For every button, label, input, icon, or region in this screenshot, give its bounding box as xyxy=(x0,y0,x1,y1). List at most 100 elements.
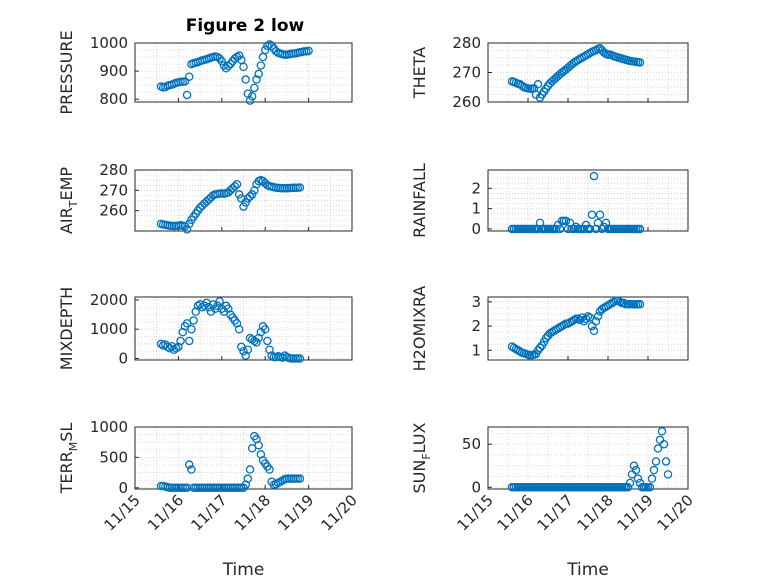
data-point xyxy=(569,224,579,234)
data-point xyxy=(535,343,545,353)
data-point xyxy=(631,465,641,475)
data-point xyxy=(260,45,270,55)
x-tick-label: 11/17 xyxy=(187,491,230,534)
y-axis-label: SUNFLUX xyxy=(410,422,433,493)
data-point xyxy=(263,336,272,346)
data-point xyxy=(239,62,248,72)
axes-box xyxy=(487,426,689,490)
data-point xyxy=(663,470,673,479)
data-point xyxy=(278,353,287,362)
data-point xyxy=(243,474,253,483)
data-point xyxy=(234,190,244,199)
y-tick-label: 800 xyxy=(99,90,128,108)
data-point xyxy=(241,75,250,84)
x-tick-label: 11/15 xyxy=(454,491,497,534)
data-point xyxy=(267,351,276,360)
y-tick-label: 2000 xyxy=(90,291,128,309)
data-point xyxy=(659,439,669,449)
data-point xyxy=(193,301,203,311)
data-point xyxy=(635,300,645,309)
data-point xyxy=(585,224,595,234)
y-tick-label: 280 xyxy=(452,34,481,52)
data-point xyxy=(217,57,227,66)
data-point xyxy=(651,457,661,466)
y-axis-label: RAINFALL xyxy=(410,163,429,238)
x-tick-label: 11/20 xyxy=(654,491,697,534)
data-point xyxy=(245,465,255,474)
data-point xyxy=(260,324,270,334)
y-axis-label: AIRTEMP xyxy=(57,167,80,234)
y-tick-label: 3 xyxy=(471,293,481,311)
axes-terr-msl: 0 500 1000 11/15 11/16 11/17 11/18 11/19 11/20 TE… xyxy=(57,418,361,580)
data-point xyxy=(635,58,645,67)
y-axis-label: PRESSURE xyxy=(57,30,76,114)
data-point xyxy=(609,297,619,307)
axes-box xyxy=(134,42,353,103)
axes-mixdepth: 0 1000 2000 MIXDEPTH xyxy=(57,287,353,370)
axes-box xyxy=(134,296,353,361)
data-point xyxy=(247,190,257,199)
axes-box xyxy=(134,169,353,232)
data-point xyxy=(221,64,231,73)
plot-area xyxy=(134,42,353,103)
data-point xyxy=(234,324,244,334)
y-tick-label: 270 xyxy=(99,181,128,199)
data-point xyxy=(304,46,313,56)
y-tick-label: 1000 xyxy=(90,320,128,338)
y-tick-label: 270 xyxy=(452,64,481,82)
y-tick-label: 2 xyxy=(471,179,481,197)
data-point xyxy=(245,192,255,201)
data-point xyxy=(645,483,655,492)
data-point xyxy=(585,313,595,322)
y-axis-label: H2OMIXRA xyxy=(410,286,429,372)
x-axis-label: Time xyxy=(222,560,265,580)
data-point xyxy=(254,69,263,79)
data-point xyxy=(653,444,663,453)
data-point xyxy=(184,336,194,346)
x-axis-label: Time xyxy=(566,560,609,580)
y-tick-label: 1 xyxy=(471,341,481,359)
axes-theta: 260 270 280 THETA xyxy=(410,34,689,111)
x-tick-label: 11/17 xyxy=(534,491,577,534)
data-point xyxy=(184,219,194,229)
data-point xyxy=(184,460,194,469)
y-tick-label: 1000 xyxy=(90,34,128,52)
axes-h2omixra: 1 2 3 H2OMIXRA xyxy=(410,286,689,372)
data-point xyxy=(569,315,579,325)
x-tick-label: 11/20 xyxy=(318,491,361,534)
y-tick-label: 260 xyxy=(452,93,481,111)
data-point xyxy=(533,80,543,89)
figure-title: Figure 2 low xyxy=(186,16,305,36)
x-tick-label: 11/19 xyxy=(274,491,317,534)
data-point xyxy=(661,457,671,466)
data-point xyxy=(657,427,667,436)
data-point xyxy=(649,465,659,475)
axes-pressure: 800 900 1000 PRESSURE xyxy=(57,30,353,115)
data-point xyxy=(256,61,266,70)
data-point xyxy=(239,202,248,211)
data-point xyxy=(182,225,192,234)
data-point xyxy=(593,218,603,228)
data-point xyxy=(589,171,599,181)
x-tick-label: 11/16 xyxy=(144,491,187,534)
data-point xyxy=(619,298,629,308)
y-tick-label: 0 xyxy=(471,478,481,496)
data-point xyxy=(189,316,198,325)
data-point xyxy=(579,224,589,234)
axes-box xyxy=(487,296,689,361)
data-point xyxy=(254,440,263,450)
data-point xyxy=(633,474,643,483)
data-point xyxy=(239,346,248,356)
data-point xyxy=(232,52,242,62)
y-axis-label: TERRMSL xyxy=(57,423,80,495)
y-tick-label: 0 xyxy=(118,350,128,368)
x-tick-label: 11/15 xyxy=(101,491,144,534)
y-tick-label: 1000 xyxy=(90,418,128,436)
data-point xyxy=(295,183,305,192)
data-point xyxy=(581,314,591,324)
y-axis-label: MIXDEPTH xyxy=(57,287,76,370)
data-point xyxy=(587,210,597,219)
data-point xyxy=(265,40,274,49)
data-point xyxy=(589,326,599,336)
